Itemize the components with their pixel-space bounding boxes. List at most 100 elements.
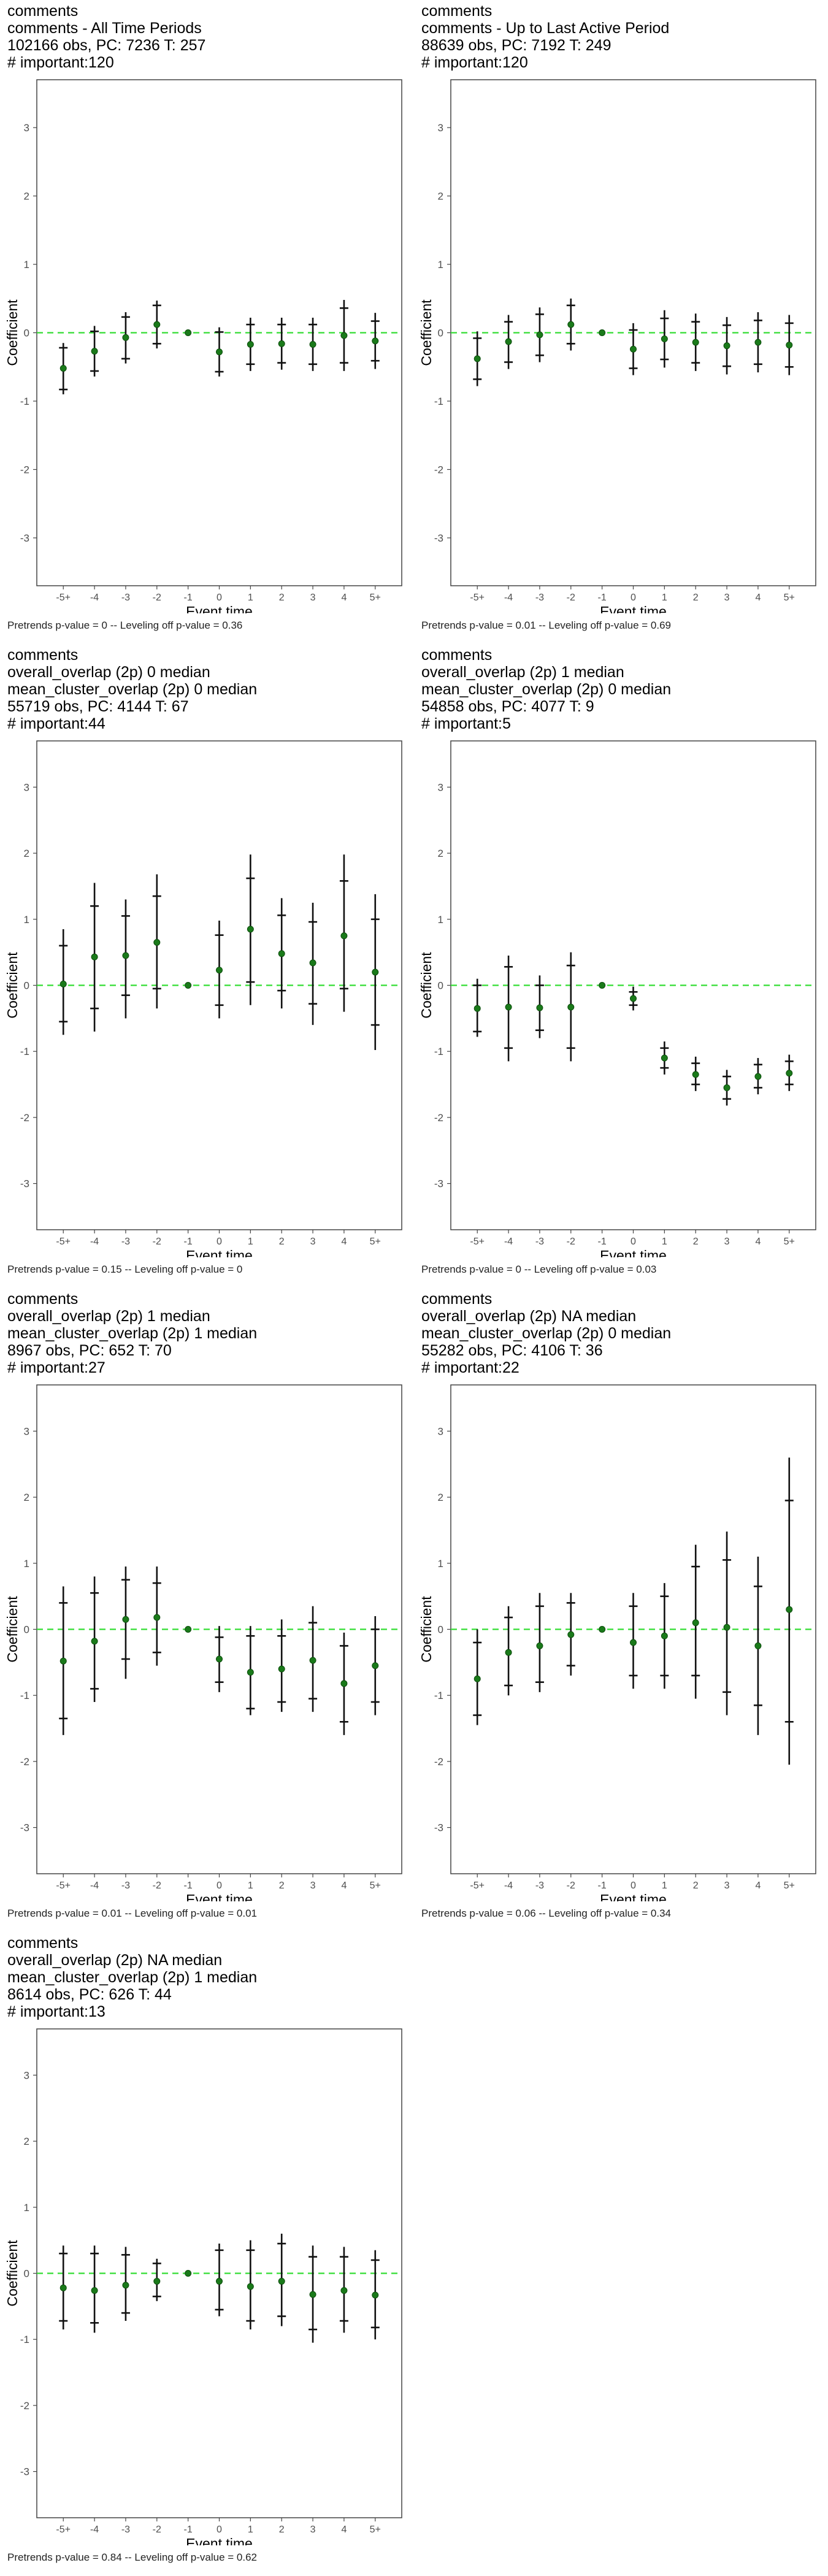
y-tick-label: 3	[24, 2069, 29, 2081]
y-tick-label: -1	[20, 2334, 29, 2345]
x-axis-label: Event time	[186, 1892, 253, 1901]
chart-panel-6: comments overall_overlap (2p) NA median me…	[414, 1288, 819, 1932]
x-tick-label: 1	[248, 592, 253, 603]
data-point	[473, 355, 481, 362]
y-tick-label: 2	[438, 191, 443, 202]
data-point	[122, 952, 129, 959]
data-point	[505, 1649, 512, 1656]
data-point	[91, 1638, 98, 1645]
x-tick-label: 3	[310, 592, 316, 603]
title-line: overall_overlap (2p) NA median	[7, 1952, 223, 1969]
title-line: comments - All Time Periods	[7, 20, 202, 37]
title-line: mean_cluster_overlap (2p) 1 median	[7, 1969, 258, 1986]
data-point	[692, 1071, 699, 1078]
data-point	[754, 1642, 762, 1649]
y-tick-label: 0	[438, 328, 443, 339]
data-point	[309, 959, 316, 967]
y-tick-label: -3	[434, 1822, 443, 1834]
plot-area: -3 -2 -1 0 1 2 3 -5+ -4 -3 -2 -1 0 1 2 3 4 5+ Event time Co…	[4, 79, 402, 613]
x-tick-label: 4	[755, 592, 761, 603]
x-tick-label: -4	[504, 1880, 513, 1891]
data-point	[91, 953, 98, 960]
x-tick-label: -1	[598, 1880, 607, 1891]
x-tick-label: 4	[755, 1236, 761, 1247]
y-tick-label: -2	[20, 1112, 29, 1124]
x-tick-label: -4	[504, 1236, 513, 1247]
y-tick-label: 1	[24, 1558, 29, 1570]
data-point	[473, 1005, 481, 1012]
data-point	[692, 339, 699, 346]
data-point	[153, 321, 161, 328]
y-tick-label: -2	[434, 1756, 443, 1768]
chart-panel-4: comments overall_overlap (2p) 1 median mea…	[414, 644, 819, 1288]
plot-area: -3 -2 -1 0 1 2 3 -5+ -4 -3 -2 -1 0 1 2 3 4 5+ Event time Co…	[4, 2028, 402, 2545]
data-point	[599, 329, 606, 336]
data-point	[278, 2277, 285, 2285]
data-point	[567, 321, 575, 328]
x-tick-label: -5+	[470, 592, 485, 603]
x-tick-label: 2	[279, 1236, 285, 1247]
y-tick-label: -1	[434, 396, 443, 407]
chart-footer: Pretrends p-value = 0.06 -- Leveling off…	[421, 1907, 671, 1919]
title-line: comments	[421, 646, 493, 664]
data-point	[278, 950, 285, 957]
title-line: mean_cluster_overlap (2p) 0 median	[421, 1325, 672, 1342]
x-tick-label: -5+	[56, 592, 71, 603]
data-point	[630, 345, 637, 353]
data-point	[153, 1614, 161, 1621]
data-point	[661, 1054, 668, 1062]
y-tick-label: 2	[24, 848, 29, 859]
x-tick-label: -2	[153, 1236, 161, 1247]
y-tick-label: 0	[24, 328, 29, 339]
title-line: overall_overlap (2p) 1 median	[7, 1308, 210, 1325]
data-point	[786, 342, 793, 349]
x-tick-label: -3	[121, 592, 130, 603]
x-tick-label: -1	[184, 1880, 193, 1891]
data-point	[278, 1665, 285, 1673]
data-point	[786, 1606, 793, 1613]
x-tick-label: 5+	[370, 1880, 381, 1891]
y-tick-label: -3	[434, 1178, 443, 1190]
y-axis-label: Coefficient	[418, 952, 434, 1019]
data-point	[59, 1657, 67, 1665]
y-tick-label: -3	[20, 532, 29, 544]
data-point	[723, 1623, 730, 1631]
chart-title: comments overall_overlap (2p) 0 median mea…	[7, 646, 257, 732]
chart-panel-3: comments overall_overlap (2p) 0 median mea…	[0, 644, 405, 1288]
x-tick-label: 4	[341, 2524, 347, 2535]
data-point	[786, 1070, 793, 1077]
x-tick-label: 1	[662, 1236, 667, 1247]
y-tick-label: 3	[438, 781, 443, 793]
data-point	[185, 1626, 192, 1633]
data-point	[247, 1669, 254, 1676]
data-point	[122, 334, 129, 341]
title-line: # important:44	[7, 715, 105, 732]
x-tick-label: 2	[693, 592, 699, 603]
x-tick-label: -5+	[470, 1236, 485, 1247]
chart-panel-2: comments comments - Up to Last Active Per…	[414, 0, 819, 644]
x-tick-label: 4	[755, 1880, 761, 1891]
data-point	[754, 1073, 762, 1080]
plot-area: -3 -2 -1 0 1 2 3 -5+ -4 -3 -2 -1 0 1 2 3 4 5+ Event time Co…	[4, 1384, 402, 1901]
title-line: comments	[7, 646, 79, 664]
x-tick-label: -5+	[56, 2524, 71, 2535]
x-tick-label: -1	[184, 1236, 193, 1247]
data-point	[59, 980, 67, 987]
x-axis-label: Event time	[186, 1248, 253, 1257]
data-point	[723, 342, 730, 350]
data-point	[754, 339, 762, 346]
x-tick-label: 0	[631, 1880, 636, 1891]
x-tick-label: 2	[279, 592, 285, 603]
x-tick-label: -5+	[56, 1236, 71, 1247]
title-line: mean_cluster_overlap (2p) 1 median	[7, 1325, 258, 1342]
data-point	[661, 1632, 668, 1639]
chart-title: comments overall_overlap (2p) 1 median mea…	[421, 646, 671, 732]
x-tick-label: -5+	[56, 1880, 71, 1891]
x-tick-label: -3	[535, 1880, 544, 1891]
x-tick-label: 1	[248, 1236, 253, 1247]
y-tick-label: -3	[434, 532, 443, 544]
y-tick-label: 1	[438, 914, 443, 926]
y-tick-label: -2	[434, 464, 443, 475]
data-point	[372, 968, 379, 976]
y-axis-label: Coefficient	[418, 299, 434, 366]
